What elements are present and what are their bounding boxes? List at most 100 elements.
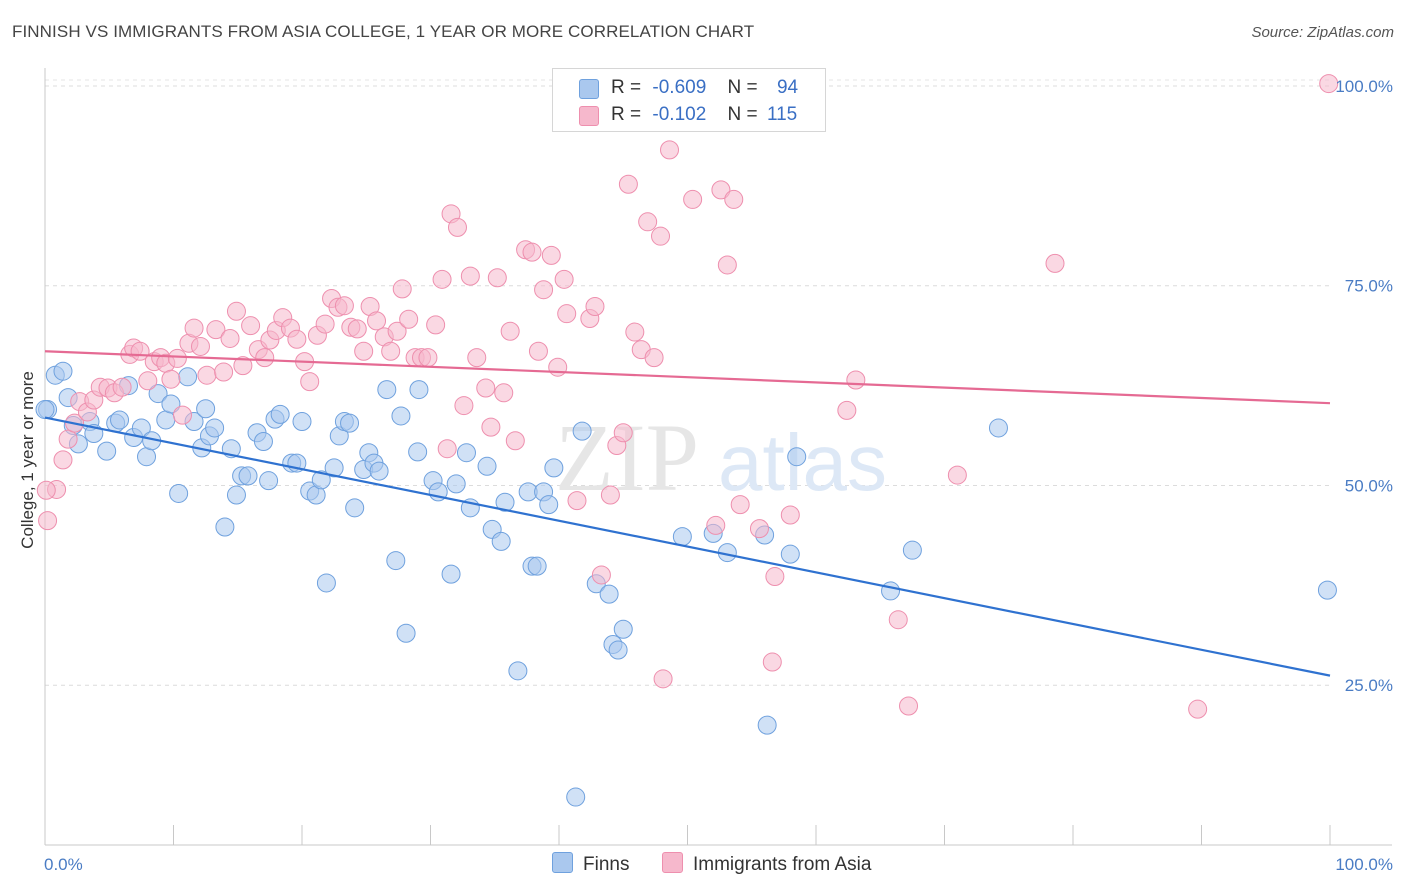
data-point — [947, 465, 967, 485]
data-point — [441, 564, 461, 584]
data-point — [196, 399, 216, 419]
data-point — [36, 480, 56, 500]
data-point — [881, 581, 901, 601]
data-point — [706, 515, 726, 535]
data-point — [426, 315, 446, 335]
data-point — [477, 456, 497, 476]
data-point — [241, 316, 261, 336]
correlation-legend: R = -0.609 N = 94 R = -0.102 N = 115 — [552, 68, 826, 132]
data-point — [377, 380, 397, 400]
data-point — [172, 405, 192, 425]
data-point — [255, 348, 275, 368]
data-point — [447, 217, 467, 237]
data-point — [38, 511, 58, 531]
data-point — [762, 652, 782, 672]
legend-swatch-asia — [579, 106, 599, 126]
data-point — [481, 417, 501, 437]
data-point — [988, 418, 1008, 438]
data-point — [316, 573, 336, 593]
data-point — [334, 296, 354, 316]
x-tick-label-max: 100.0% — [1335, 855, 1393, 874]
data-point — [599, 584, 619, 604]
tick-labels: 25.0% 50.0% 75.0% 100.0% 0.0% 100.0% — [44, 77, 1393, 874]
data-point — [618, 174, 638, 194]
data-point — [184, 318, 204, 338]
data-point — [215, 517, 235, 537]
data-point — [437, 439, 457, 459]
data-point — [369, 461, 389, 481]
data-point — [446, 474, 466, 494]
data-point — [495, 492, 515, 512]
data-point — [292, 412, 312, 432]
legend-swatch-finns — [579, 79, 599, 99]
data-point — [315, 314, 335, 334]
data-point — [161, 394, 181, 414]
data-point — [467, 348, 487, 368]
data-point — [259, 471, 279, 491]
data-point — [300, 372, 320, 392]
data-point — [418, 348, 438, 368]
data-point — [396, 623, 416, 643]
bottom-legend-finns: Finns — [552, 852, 629, 876]
data-point — [156, 410, 176, 430]
chart-title: FINNISH VS IMMIGRANTS FROM ASIA COLLEGE,… — [12, 22, 755, 41]
data-point — [340, 413, 360, 433]
data-point — [567, 491, 587, 511]
data-point — [53, 450, 73, 470]
data-point — [613, 423, 633, 443]
trend-line-immigrants-from-asia — [44, 350, 1331, 405]
data-point — [324, 458, 344, 478]
data-point — [205, 418, 225, 438]
data-point — [110, 410, 130, 430]
data-point — [253, 432, 273, 452]
data-point — [167, 348, 187, 368]
data-point — [757, 715, 777, 735]
data-point — [409, 380, 429, 400]
legend-r-label: R = — [611, 104, 642, 125]
data-point — [178, 367, 198, 387]
data-point — [749, 519, 769, 539]
data-point — [522, 242, 542, 262]
data-point — [600, 485, 620, 505]
data-point — [491, 531, 511, 551]
data-point — [541, 245, 561, 265]
data-point — [494, 383, 514, 403]
data-point — [387, 321, 407, 341]
data-point — [660, 140, 680, 160]
data-point — [137, 447, 157, 467]
data-point — [112, 377, 132, 397]
data-point — [354, 341, 374, 361]
series-finns — [35, 361, 1337, 807]
data-point — [408, 442, 428, 462]
data-point — [837, 400, 857, 420]
data-point — [381, 341, 401, 361]
data-point — [476, 378, 496, 398]
data-point — [206, 320, 226, 340]
data-point — [432, 269, 452, 289]
trend-layer — [44, 350, 1331, 677]
data-point — [899, 696, 919, 716]
data-point — [169, 483, 189, 503]
data-point — [539, 495, 559, 515]
data-point — [148, 384, 168, 404]
data-point — [226, 485, 246, 505]
data-point — [572, 421, 592, 441]
data-point — [53, 361, 73, 381]
axes — [44, 68, 1392, 846]
data-point — [683, 189, 703, 209]
legend-n-value: 94 — [776, 77, 799, 98]
y-tick-label: 25.0% — [1345, 676, 1393, 695]
legend-r-label: R = — [611, 77, 642, 98]
data-point — [554, 269, 574, 289]
series-layer — [35, 74, 1339, 807]
data-point — [625, 322, 645, 342]
data-point — [653, 669, 673, 689]
data-point — [591, 565, 611, 585]
data-point — [613, 619, 633, 639]
data-point — [780, 544, 800, 564]
legend-r-value: -0.609 — [652, 77, 707, 98]
data-point — [902, 540, 922, 560]
source-label: Source: ZipAtlas.com — [1251, 24, 1394, 41]
data-point — [1188, 699, 1208, 719]
data-point — [238, 466, 258, 486]
